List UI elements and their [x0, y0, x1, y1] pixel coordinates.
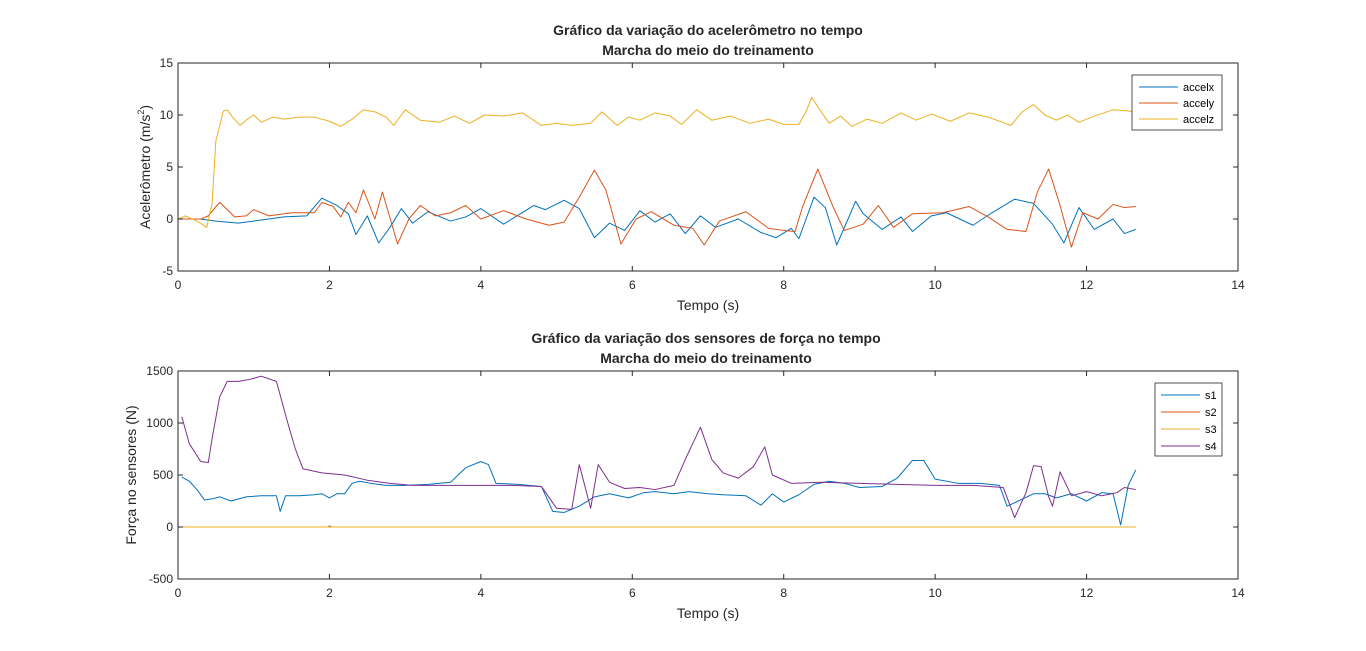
- x-tick-label: 0: [175, 586, 182, 600]
- x-tick-label: 4: [478, 586, 485, 600]
- series-line-s4: [181, 375, 1136, 519]
- axes-box: [177, 62, 1239, 272]
- legend: accelx accely accelz: [1131, 74, 1223, 131]
- x-tick-label: 12: [1080, 586, 1094, 600]
- y-tick-label: 5: [166, 160, 173, 174]
- x-tick-label: 2: [326, 586, 333, 600]
- legend-label-accelz: accelz: [1183, 114, 1214, 126]
- y-tick-label: 0: [166, 520, 173, 534]
- series-layer: [181, 375, 1137, 528]
- x-tick-label: 14: [1231, 278, 1245, 292]
- legend-label-s1: s1: [1205, 390, 1217, 402]
- x-tick-label: 6: [629, 586, 636, 600]
- x-tick-label: 4: [478, 278, 485, 292]
- y-axis-label-superscript: 2: [136, 110, 146, 115]
- legend-label-s2: s2: [1205, 407, 1217, 419]
- axes-box: [177, 370, 1239, 580]
- series-line-accelz: [178, 96, 1136, 228]
- x-tick-label: 10: [928, 586, 942, 600]
- legend-label-s3: s3: [1205, 424, 1217, 436]
- y-tick-label: 1500: [146, 364, 173, 378]
- series-line-s1: [181, 459, 1137, 526]
- x-axis-label: Tempo (s): [677, 297, 739, 313]
- x-tick-label: 2: [326, 278, 333, 292]
- chart-title: Gráfico da variação dos sensores de forç…: [531, 330, 880, 346]
- y-axis-label: Força no sensores (N): [123, 405, 139, 544]
- x-tick-label: 14: [1231, 586, 1245, 600]
- legend: s1 s2 s3 s4: [1154, 382, 1223, 457]
- y-axis-label-main: Acelerômetro (m/s: [137, 115, 153, 229]
- x-tick-label: 8: [780, 278, 787, 292]
- y-tick-label: 0: [166, 212, 173, 226]
- y-axis-label: Acelerômetro (m/s2): [136, 105, 153, 229]
- series-layer: [178, 96, 1136, 248]
- legend-label-s4: s4: [1205, 441, 1217, 453]
- series-line-accely: [178, 168, 1136, 248]
- x-axis-label: Tempo (s): [677, 605, 739, 621]
- y-tick-label: 15: [160, 56, 174, 70]
- y-tick-label: -500: [149, 572, 173, 586]
- y-tick-label: 500: [153, 468, 173, 482]
- plot-area: [178, 63, 1238, 271]
- chart-subtitle: Marcha do meio do treinamento: [600, 350, 812, 366]
- x-tick-label: 10: [928, 278, 942, 292]
- y-tick-label: -5: [162, 264, 173, 278]
- y-tick-label: 1000: [146, 416, 173, 430]
- legend-label-accelx: accelx: [1183, 82, 1215, 94]
- x-tick-label: 0: [175, 278, 182, 292]
- x-tick-label: 6: [629, 278, 636, 292]
- chart-title: Gráfico da variação do acelerômetro no t…: [553, 22, 863, 38]
- y-axis-label-suffix: ): [137, 105, 153, 110]
- x-tick-label: 8: [780, 586, 787, 600]
- y-tick-label: 10: [160, 108, 174, 122]
- x-tick-label: 12: [1080, 278, 1094, 292]
- plot-area: [178, 371, 1238, 579]
- legend-label-accely: accely: [1183, 98, 1215, 110]
- chart-subtitle: Marcha do meio do treinamento: [602, 42, 814, 58]
